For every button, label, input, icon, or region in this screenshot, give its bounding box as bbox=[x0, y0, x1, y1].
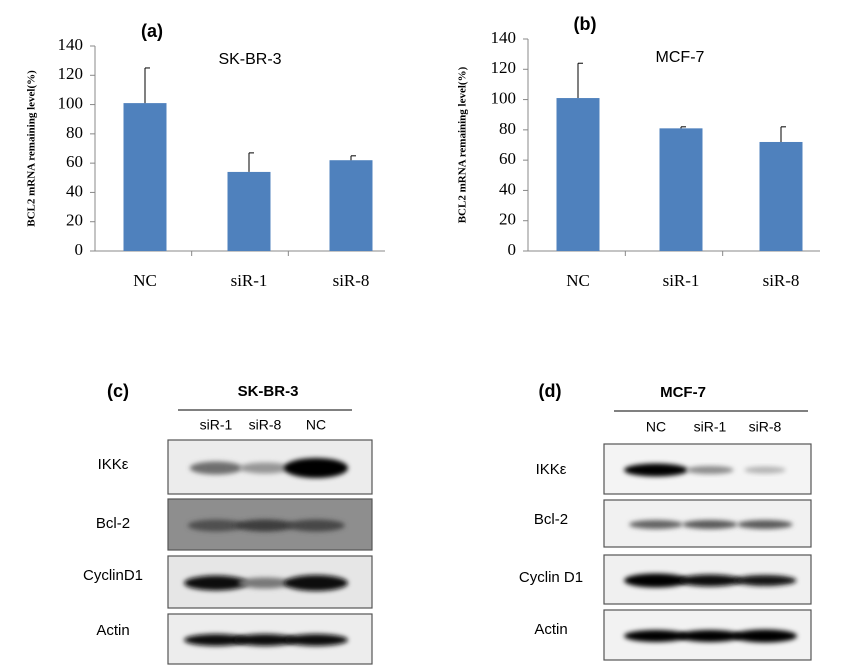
y-tick-label: 80 bbox=[499, 119, 516, 138]
y-tick-label: 80 bbox=[66, 123, 83, 142]
lane-label: NC bbox=[646, 419, 666, 435]
x-tick-label: NC bbox=[566, 271, 590, 290]
row-label: IKKε bbox=[98, 456, 129, 473]
blot-band bbox=[678, 574, 742, 587]
blot-band bbox=[184, 575, 248, 591]
y-tick-label: 0 bbox=[508, 240, 517, 259]
error-bar bbox=[248, 152, 254, 172]
panel-label: (a) bbox=[141, 21, 163, 41]
blot-band bbox=[733, 629, 797, 643]
y-tick-label: 60 bbox=[66, 152, 83, 171]
row-label: CyclinD1 bbox=[83, 567, 143, 584]
chart-title: SK-BR-3 bbox=[218, 51, 281, 68]
error-bar bbox=[577, 62, 583, 99]
row-label: Bcl-2 bbox=[534, 511, 568, 528]
y-tick-label: 120 bbox=[58, 64, 84, 83]
blot-band bbox=[737, 520, 793, 529]
blot-band bbox=[629, 520, 683, 529]
panel-label: (c) bbox=[107, 381, 129, 401]
row-label: Actin bbox=[534, 621, 567, 638]
panel-label: (d) bbox=[539, 381, 562, 401]
x-tick-label: siR-8 bbox=[763, 271, 800, 290]
y-tick-label: 40 bbox=[499, 179, 516, 198]
x-tick-label: siR-1 bbox=[231, 271, 268, 290]
y-tick-label: 140 bbox=[491, 28, 517, 47]
cell-line: SK-BR-3 bbox=[238, 383, 299, 400]
blot-band bbox=[678, 630, 742, 642]
blot-band bbox=[287, 519, 345, 532]
row-label: Actin bbox=[96, 622, 129, 639]
row-label: Cyclin D1 bbox=[519, 569, 583, 586]
bar bbox=[659, 128, 703, 251]
lane-label: siR-8 bbox=[249, 417, 282, 433]
x-tick-label: siR-8 bbox=[333, 271, 370, 290]
blot-band bbox=[624, 630, 688, 642]
lane-label: siR-8 bbox=[749, 419, 782, 435]
x-tick-label: siR-1 bbox=[663, 271, 700, 290]
blot-band bbox=[233, 634, 297, 646]
error-bar bbox=[350, 155, 356, 161]
y-axis-label: BCL2 mRNA remaining level(%) bbox=[26, 70, 38, 227]
y-tick-label: 100 bbox=[491, 88, 517, 107]
blot-band bbox=[682, 520, 738, 529]
blot-band bbox=[235, 519, 295, 532]
blot-band bbox=[184, 634, 248, 646]
blot-band bbox=[284, 458, 348, 478]
lane-label: siR-1 bbox=[694, 419, 727, 435]
y-tick-label: 0 bbox=[75, 240, 84, 259]
blot-band bbox=[733, 575, 797, 586]
bar bbox=[759, 141, 803, 251]
row-label: IKKε bbox=[536, 461, 567, 478]
bar bbox=[329, 160, 373, 251]
bar bbox=[556, 98, 600, 251]
x-tick-label: NC bbox=[133, 271, 157, 290]
blot-band bbox=[189, 461, 243, 475]
bar bbox=[227, 171, 271, 251]
y-tick-label: 40 bbox=[66, 181, 83, 200]
error-bar bbox=[780, 126, 786, 142]
y-tick-label: 140 bbox=[58, 35, 84, 54]
y-tick-label: 20 bbox=[499, 210, 516, 229]
error-bar bbox=[144, 67, 150, 104]
blot-band bbox=[239, 462, 291, 474]
blot-band bbox=[686, 466, 734, 474]
blot-band bbox=[284, 575, 348, 591]
y-tick-label: 100 bbox=[58, 93, 84, 112]
blot-band bbox=[624, 573, 688, 588]
blot-band bbox=[238, 577, 292, 589]
y-tick-label: 60 bbox=[499, 149, 516, 168]
lane-label: NC bbox=[306, 417, 326, 433]
row-label: Bcl-2 bbox=[96, 515, 130, 532]
blot-band bbox=[284, 634, 348, 646]
chart-title: MCF-7 bbox=[656, 49, 705, 66]
y-axis-label: BCL2 mRNA remaining level(%) bbox=[457, 66, 469, 223]
y-tick-label: 120 bbox=[491, 58, 517, 77]
blot-band bbox=[744, 466, 786, 474]
blot-band bbox=[187, 519, 245, 532]
cell-line: MCF-7 bbox=[660, 384, 706, 401]
blot-band bbox=[624, 463, 688, 477]
bar bbox=[123, 103, 167, 251]
y-tick-label: 20 bbox=[66, 211, 83, 230]
panel-label: (b) bbox=[574, 14, 597, 34]
lane-label: siR-1 bbox=[200, 417, 233, 433]
error-bar bbox=[680, 126, 686, 129]
